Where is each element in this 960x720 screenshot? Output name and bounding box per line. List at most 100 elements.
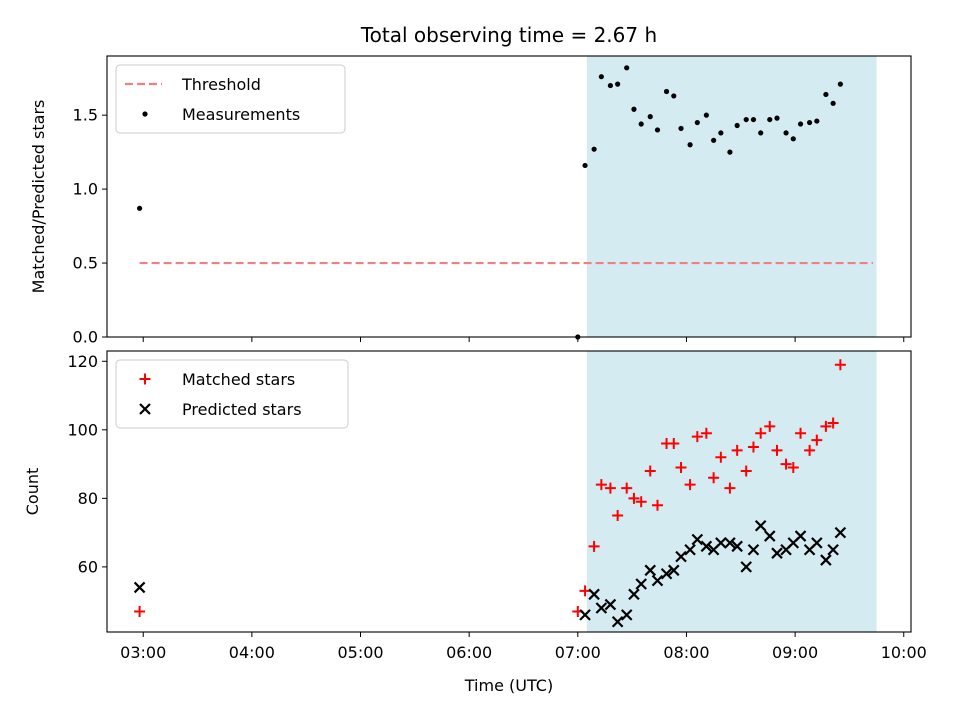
data-point: [607, 82, 614, 89]
data-point: [651, 499, 663, 511]
data-point: [763, 530, 776, 542]
data-point: [740, 465, 752, 477]
observing-window-shade: [586, 56, 877, 337]
data-point: [715, 537, 727, 549]
y-tick-label: 0.0: [73, 328, 98, 347]
legend-box: [115, 64, 346, 134]
data-point: [794, 530, 807, 542]
legend-swatch: [142, 111, 148, 117]
data-point: [582, 162, 588, 169]
data-point: [660, 567, 673, 580]
data-point: [700, 540, 713, 553]
data-point: [668, 438, 680, 450]
data-point: [758, 130, 764, 136]
data-point: [691, 533, 704, 546]
data-point: [604, 482, 616, 494]
data-point: [767, 116, 773, 123]
data-point: [747, 441, 759, 453]
data-point: [834, 359, 846, 371]
data-point: [703, 112, 709, 118]
data-point: [814, 118, 820, 124]
data-point: [595, 479, 607, 491]
plot-frame: [106, 55, 912, 338]
data-point: [718, 130, 724, 136]
y-tick-label: 60: [78, 557, 98, 576]
ratio-panel: Matched/Predicted stars 0.0 0.5 1.0 1.5 Thres…: [29, 55, 912, 347]
x-tick-label: 08:00: [663, 643, 709, 662]
data-point: [136, 205, 143, 211]
legend-swatch: [139, 403, 151, 415]
data-point: [771, 444, 783, 456]
data-point: [647, 114, 653, 120]
data-point: [820, 420, 832, 432]
data-point: [595, 602, 608, 614]
data-point: [700, 427, 712, 439]
x-tick-label: 03:00: [120, 643, 166, 662]
data-point: [588, 540, 600, 552]
data-point: [740, 561, 752, 573]
data-point: [797, 121, 804, 127]
data-point: [811, 537, 823, 549]
data-point: [771, 547, 783, 559]
data-point: [743, 116, 749, 123]
data-point: [827, 543, 839, 556]
data-point: [691, 431, 703, 443]
plot-frame: [106, 350, 912, 633]
data-point: [708, 472, 720, 484]
x-tick-label: 05:00: [337, 643, 383, 662]
y-tick-label: 100: [67, 420, 98, 439]
data-point: [724, 537, 736, 549]
data-point: [644, 465, 656, 477]
data-point: [795, 427, 807, 439]
data-point: [620, 609, 633, 621]
data-point: [675, 462, 687, 474]
data-point: [731, 540, 743, 553]
data-point: [598, 74, 604, 80]
data-point: [747, 543, 760, 556]
data-point: [678, 125, 684, 132]
legend-entry: Threshold: [181, 75, 261, 94]
data-point: [823, 91, 829, 98]
data-point: [133, 581, 146, 594]
y-tick-label: 1.0: [73, 180, 98, 199]
data-point: [588, 588, 600, 601]
data-point: [834, 526, 847, 539]
data-point: [750, 116, 757, 123]
data-point: [615, 81, 621, 87]
data-point: [638, 121, 644, 127]
data-point: [837, 81, 843, 87]
data-point: [134, 605, 146, 617]
data-point: [611, 615, 624, 628]
data-point: [654, 127, 661, 133]
data-point: [754, 519, 767, 532]
x-tick-label: 07:00: [555, 643, 601, 662]
x-tick-label: 10:00: [881, 643, 927, 662]
data-point: [635, 578, 647, 590]
data-point: [811, 434, 823, 446]
y-axis-label: Matched/Predicted stars: [29, 100, 48, 294]
y-tick-label: 120: [67, 352, 98, 371]
data-point: [755, 427, 767, 439]
data-point: [644, 564, 657, 577]
data-point: [604, 598, 617, 611]
data-point: [790, 136, 796, 142]
data-point: [724, 482, 736, 494]
y-axis-label: Count: [23, 468, 42, 516]
data-point: [806, 119, 813, 126]
y-tick-label: 1.5: [73, 106, 98, 125]
y-tick-label: 0.5: [73, 254, 98, 273]
data-point: [694, 119, 700, 126]
data-point: [651, 574, 664, 587]
data-point: [631, 106, 637, 112]
data-point: [787, 462, 799, 474]
data-point: [579, 609, 591, 621]
data-point: [621, 482, 633, 494]
legend-entry: Matched stars: [182, 370, 295, 389]
data-point: [675, 550, 687, 563]
data-point: [820, 554, 832, 566]
legend-swatch: [139, 373, 151, 385]
data-point: [671, 93, 677, 99]
data-point: [624, 65, 630, 71]
data-point: [774, 115, 780, 121]
